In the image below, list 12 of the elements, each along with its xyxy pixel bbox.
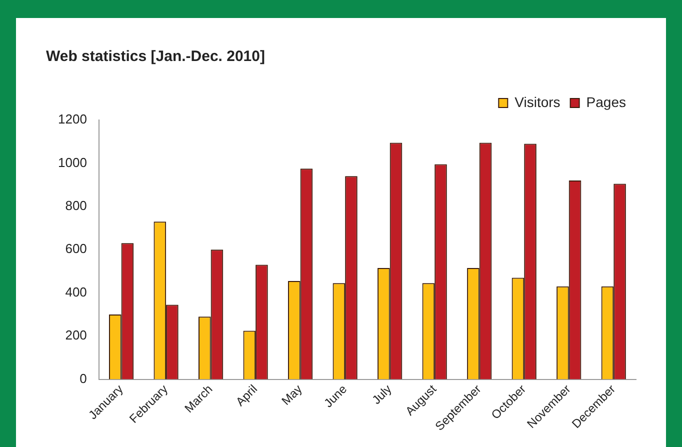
chart-title: Web statistics [Jan.-Dec. 2010] [46,48,265,66]
x-tick-label: July [369,382,394,407]
x-tick-label: May [278,382,305,408]
y-tick-label: 0 [80,370,87,386]
y-tick-label: 1200 [58,112,87,127]
legend-label: Visitors [514,94,560,110]
legend-label: Pages [586,94,626,110]
y-tick-label: 1000 [58,154,87,170]
y-tick-label: 400 [65,284,87,300]
y-tick-label: 200 [65,328,87,343]
y-tick-label: 800 [65,198,87,214]
y-tick-label: 600 [65,241,87,256]
